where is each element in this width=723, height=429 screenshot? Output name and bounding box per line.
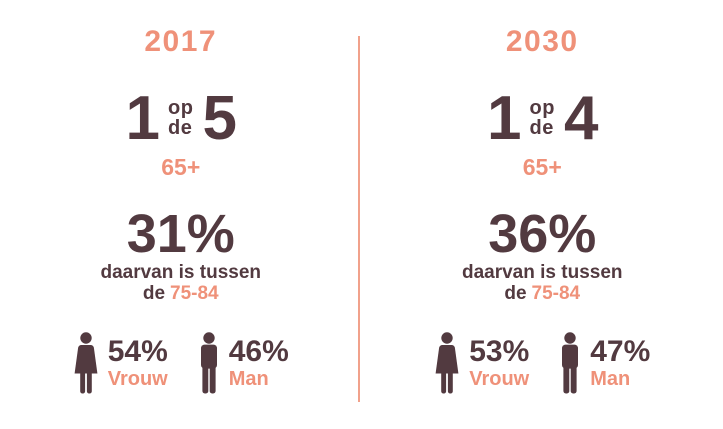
gender-value: 54% <box>107 335 168 368</box>
ratio-op-de-stack: op de <box>530 99 555 138</box>
gender-stats-row: 54% Vrouw 46% Man <box>73 332 289 394</box>
caption-line1: daarvan is tussen <box>100 262 262 283</box>
caption-line2: de 75-84 <box>504 283 580 304</box>
ratio-op-text: op <box>529 97 555 120</box>
year-heading: 2017 <box>144 25 218 58</box>
caption-age-range: 75-84 <box>170 283 219 304</box>
caption-line2: de 75-84 <box>143 283 219 304</box>
percent-value: 36% <box>488 204 597 264</box>
gender-value: 53% <box>469 335 530 368</box>
gender-text: 46% Man <box>229 337 289 391</box>
ratio-statement: 1 op de 4 <box>487 84 598 153</box>
ratio-second-number: 4 <box>563 84 598 153</box>
ratio-op-de-stack: op de <box>168 99 193 138</box>
woman-icon <box>74 332 98 394</box>
gender-text: 47% Man <box>590 337 650 391</box>
caption-de-text: de <box>504 283 527 304</box>
ratio-second-number: 5 <box>202 84 236 153</box>
gender-text: 53% Vrouw <box>469 337 529 391</box>
gender-value: 47% <box>590 335 651 368</box>
ratio-first-number: 1 <box>487 84 521 153</box>
man-icon <box>562 332 579 394</box>
gender-text: 54% Vrouw <box>108 337 168 391</box>
ratio-statement: 1 op de 5 <box>125 84 237 153</box>
gender-stat-man: 46% Man <box>198 332 289 394</box>
gender-stat-vrouw: 53% Vrouw <box>434 332 529 394</box>
gender-stat-man: 47% Man <box>559 332 650 394</box>
column-2030: 2030 1 op de 4 65+ 36% daarvan is tussen… <box>362 0 723 429</box>
year-heading: 2030 <box>505 25 579 58</box>
percent-value: 31% <box>126 204 235 264</box>
ratio-op-text: op <box>168 97 194 120</box>
gender-value: 46% <box>228 335 289 368</box>
caption-line1: daarvan is tussen <box>461 262 623 283</box>
column-2017: 2017 1 op de 5 65+ 31% daarvan is tussen… <box>73 25 289 394</box>
ratio-first-number: 1 <box>125 84 160 153</box>
ratio-de-text: de <box>168 117 193 139</box>
age-group-label: 65+ <box>522 154 562 180</box>
man-icon <box>200 332 217 394</box>
gender-stats-row: 53% Vrouw 47% Man <box>434 332 650 394</box>
age-group-label: 65+ <box>161 154 201 180</box>
gender-label: Man <box>228 368 269 390</box>
gender-label: Man <box>590 368 631 390</box>
woman-icon <box>435 332 459 394</box>
ratio-de-text: de <box>529 117 554 139</box>
caption-de-text: de <box>142 283 166 304</box>
gender-label: Vrouw <box>107 368 168 390</box>
gender-stat-vrouw: 54% Vrouw <box>73 332 168 394</box>
gender-label: Vrouw <box>469 368 530 390</box>
column-divider <box>358 36 360 402</box>
caption-age-range: 75-84 <box>531 283 581 304</box>
